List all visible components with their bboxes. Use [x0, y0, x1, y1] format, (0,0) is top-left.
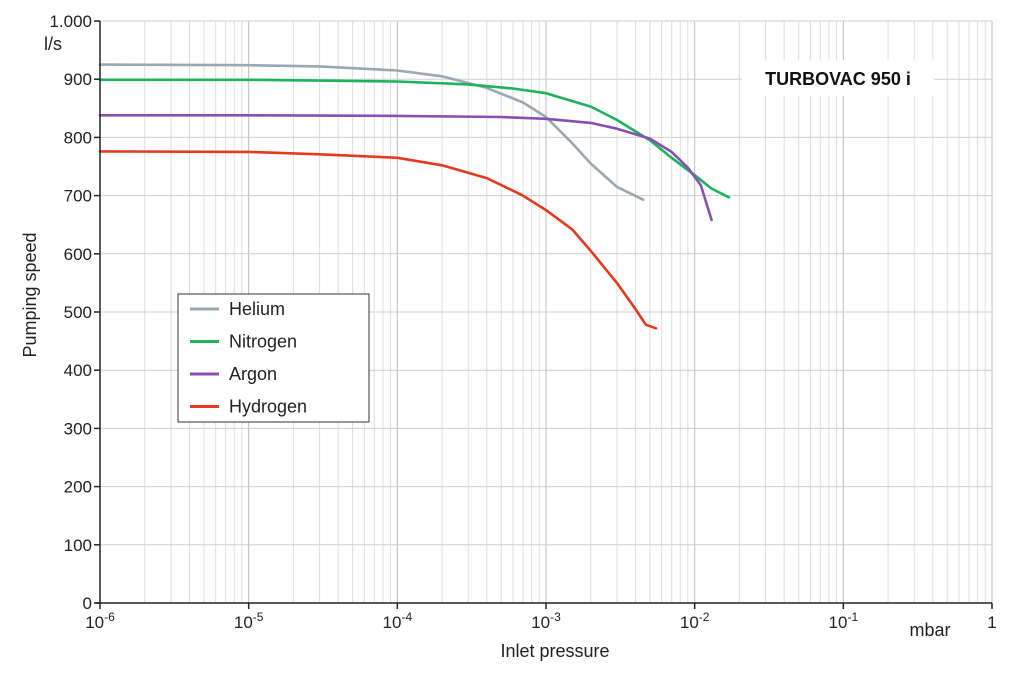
series-line-argon: [98, 114, 713, 222]
chart-axes: [94, 20, 993, 609]
legend-label-hydrogen: Hydrogen: [229, 397, 307, 417]
x-tick-label: 10-5: [234, 610, 264, 632]
series-line-nitrogen: [98, 78, 731, 199]
x-tick-label: 10-6: [85, 610, 115, 632]
x-tick-label: 1: [987, 613, 996, 632]
x-tick-label: 10-2: [680, 610, 710, 632]
y-tick-label: 1.000: [49, 12, 92, 31]
x-axis-title: Inlet pressure: [500, 641, 609, 661]
chart-title-box: [742, 60, 934, 96]
legend-box: [177, 293, 370, 423]
y-tick-label: 400: [64, 361, 92, 380]
y-tick-label: 200: [64, 478, 92, 497]
legend-label-argon: Argon: [229, 364, 277, 384]
x-unit-label: mbar: [909, 620, 950, 640]
y-unit-label: l/s: [44, 34, 62, 54]
x-tick-label: 10-3: [531, 610, 561, 632]
y-tick-label: 300: [64, 419, 92, 438]
y-tick-label: 500: [64, 303, 92, 322]
chart-series: [98, 63, 731, 330]
x-tick-label: 10-1: [829, 610, 859, 632]
legend-label-helium: Helium: [229, 299, 285, 319]
y-tick-label: 700: [64, 187, 92, 206]
y-tick-label: 600: [64, 245, 92, 264]
legend: Helium Nitrogen Argon Hydrogen: [177, 293, 370, 423]
y-tick-label: 0: [83, 594, 92, 613]
y-tick-label: 800: [64, 128, 92, 147]
legend-label-nitrogen: Nitrogen: [229, 332, 297, 352]
chart-tick-labels: 0 100 200 300 400 500 600 700 800 900 1.000 10-6 10-…: [49, 12, 996, 632]
y-axis-title: Pumping speed: [20, 232, 40, 357]
y-tick-label: 900: [64, 70, 92, 89]
x-tick-label: 10-4: [383, 610, 413, 632]
y-tick-label: 100: [64, 536, 92, 555]
chart-title: TURBOVAC 950 i: [765, 69, 911, 89]
series-line-hydrogen: [98, 150, 658, 330]
series-line-helium: [98, 63, 645, 201]
